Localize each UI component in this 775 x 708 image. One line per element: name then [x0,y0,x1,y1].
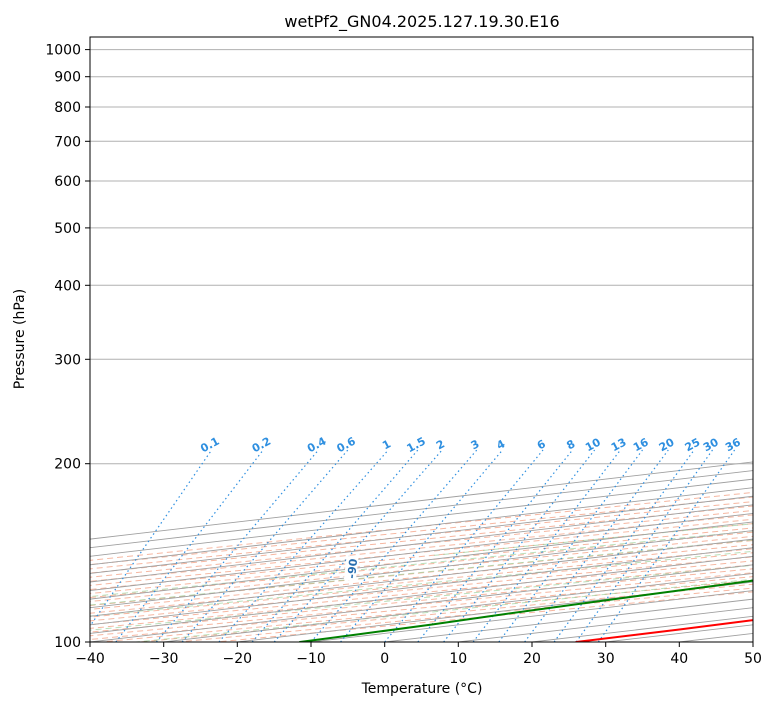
y-tick-label: 500 [54,221,81,237]
mixing-ratio-line [90,449,213,628]
mixing-ratio-label: 20 [657,435,677,454]
pressure-gridlines [90,49,753,642]
isotherm-line [90,512,753,592]
y-tick-label: 300 [54,352,81,368]
y-tick-label: 800 [54,100,81,116]
isotherm-line [90,530,753,609]
mixing-ratio-line [155,449,319,642]
mixing-ratio-line [553,449,695,642]
mixing-ratio-line [597,449,736,642]
isotherm-line [90,538,753,617]
mixing-ratio-line [273,449,443,642]
y-tick-label: 1000 [45,43,81,59]
y-tick-label: 700 [54,134,81,150]
x-tick-label: −20 [223,651,253,667]
x-axis-label: Temperature (°C) [361,681,483,697]
mixing-ratio-label: 25 [683,436,703,455]
mixing-ratio-line [575,449,713,642]
isotherm-line [90,504,753,583]
x-tick-label: −10 [296,651,326,667]
mixing-ratio-line [417,449,573,642]
mixing-ratio-label: 16 [631,435,651,454]
x-tick-label: 50 [744,651,762,667]
isotherms [90,461,753,642]
mixing-ratio-label: 36 [723,435,743,454]
mixing-ratio-line [251,449,419,642]
isotherm-line [90,521,753,600]
mixing-ratio-line [310,449,478,642]
x-tick-label: 20 [523,651,541,667]
mixing-ratio-line [443,449,596,642]
mixing-ratio-line [181,449,349,642]
plot-frame [89,36,754,643]
isotherm-label-bg [343,555,359,582]
isotherm-line [90,495,753,574]
chart-title: wetPf2_GN04.2025.127.19.30.E16 [284,12,559,32]
mixing-ratio-label: 10 [583,435,603,454]
y-tick-label: 200 [54,457,81,473]
x-tick-label: 10 [449,651,467,667]
x-tick-label: −30 [149,651,179,667]
x-tick-label: 40 [670,651,688,667]
isotherm-line [90,478,753,557]
mixing-ratio-line [340,449,503,642]
mixing-ratio-line [384,449,544,642]
x-tick-label: 30 [597,651,615,667]
isotherm-label: -90 [345,558,360,580]
y-tick-label: 600 [54,174,81,190]
y-tick-label: 100 [54,635,81,651]
y-axis-ticks: 100 200 300 400 500 600 700 800 900 1000 [45,43,90,651]
mixing-ratio-lines [90,449,736,642]
x-tick-label: −40 [75,651,105,667]
plot-area [90,37,753,642]
y-tick-label: 900 [54,70,81,86]
isotherm-line [752,641,753,642]
isotherm-line [90,470,753,549]
y-axis-label: Pressure (hPa) [12,289,28,389]
x-axis-ticks: −40 −30 −20 −10 0 10 20 30 40 50 [75,642,762,667]
y-tick-label: 400 [54,278,81,294]
x-tick-label: 0 [380,651,389,667]
isotherm-line [90,487,753,566]
mixing-ratio-label: 13 [609,436,629,455]
mixing-ratio-label: 30 [701,435,721,454]
